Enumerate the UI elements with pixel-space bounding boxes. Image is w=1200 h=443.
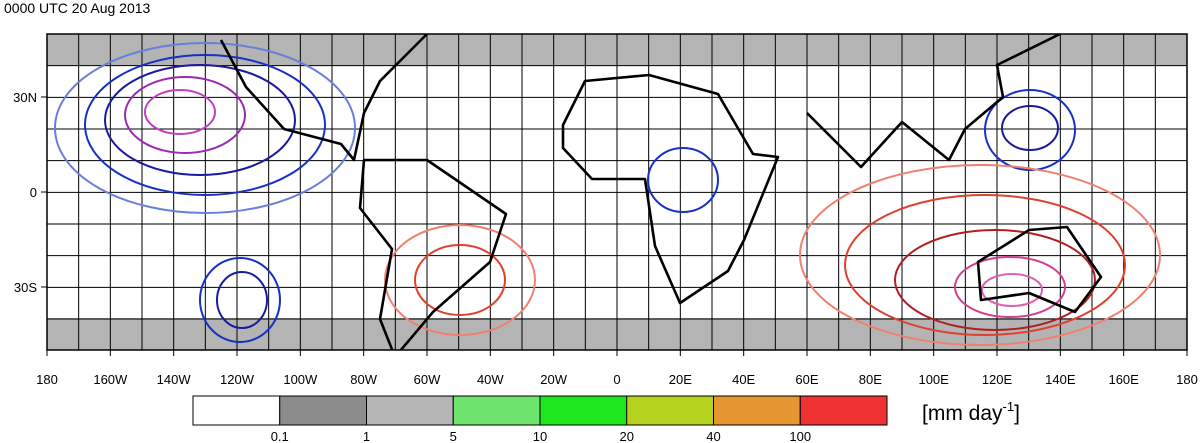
title: 0000 UTC 20 Aug 2013 [4,0,151,16]
unit-superscript: -1 [1003,399,1015,414]
lon-label: 140E [1045,372,1076,387]
lon-label: 100W [283,372,318,387]
south-america [358,158,508,350]
lon-label: 120W [220,372,255,387]
lon-label: 180 [36,372,58,387]
lon-label: 140W [157,372,192,387]
lon-label: 160W [93,372,128,387]
lon-label: 40E [732,372,755,387]
lon-label: 0 [613,372,620,387]
colorbar-label: 10 [533,429,547,443]
australia [976,225,1103,314]
lon-label: 20E [669,372,692,387]
colorbar-label: 100 [789,429,811,443]
lat-label: 30N [13,90,37,105]
asia [806,34,1061,169]
lat-label: 30S [14,280,37,295]
colorbar-label: 20 [620,429,634,443]
colorbar-box [452,395,541,426]
colorbar-box [799,395,888,426]
colorbar-label: 1 [363,429,370,443]
contours [54,42,1161,346]
colorbar-box [539,395,628,426]
colorbar-label: 40 [706,429,720,443]
north-america [219,34,428,162]
lon-label: 160E [1108,372,1139,387]
lat-label: 0 [30,185,37,200]
colorbar-box [626,395,714,426]
colorbar-box [279,395,367,426]
lon-label: 80E [859,372,882,387]
lon-label: 60W [414,372,441,387]
unit-label: [mm day-1] [922,399,1020,425]
lon-label: 80W [350,372,377,387]
coastlines [219,34,1103,350]
colorbar-box [192,395,281,426]
lon-label: 100E [918,372,949,387]
unit-close: ] [1014,402,1020,425]
lon-label: 20W [540,372,567,387]
lon-label: 180 [1176,372,1198,387]
colorbar-box [366,395,454,426]
colorbar-label: 0.1 [271,429,289,443]
unit-text: [mm day [922,402,1003,425]
colorbar-label: 5 [450,429,457,443]
lon-label: 120E [982,372,1013,387]
colorbar: 0.1 1 5 10 20 40 100 [192,395,888,443]
map-area [47,34,1187,350]
lon-label: 40W [477,372,504,387]
colorbar-box [713,395,801,426]
africa [561,73,780,305]
lon-label: 60E [795,372,818,387]
